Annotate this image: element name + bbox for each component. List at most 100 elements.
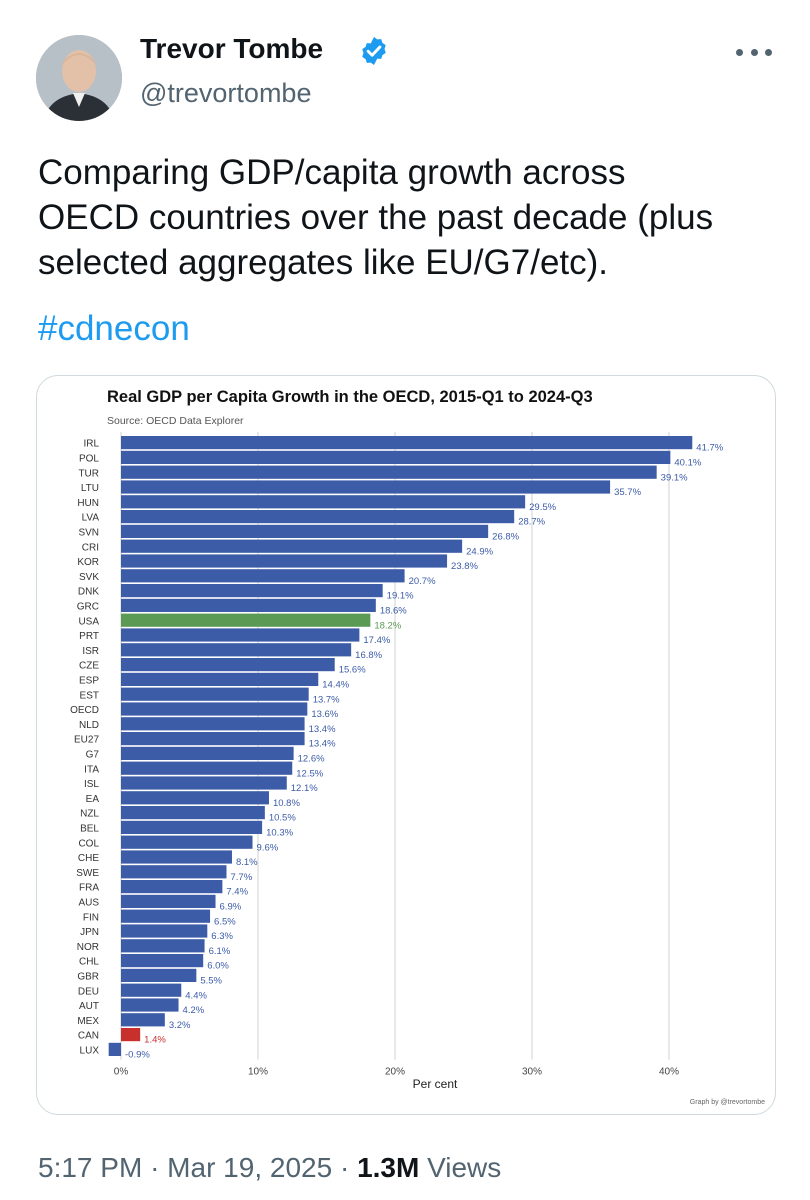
value-label: 6.5% [214,916,236,927]
tweet-text: Comparing GDP/capita growth across OECD … [38,153,714,282]
value-label: 3.2% [169,1020,191,1031]
value-label: -0.9% [125,1050,150,1061]
bar-esp [121,672,319,686]
value-label: 23.8% [451,561,478,572]
chart-subtitle: Source: OECD Data Explorer [107,415,244,427]
category-label: DEU [78,986,99,997]
value-label: 6.9% [220,902,242,913]
avatar-photo [36,35,122,121]
bar-cze [121,658,335,672]
bar-ltu [121,480,611,494]
value-label: 20.7% [409,576,436,587]
value-label: 39.1% [661,472,688,483]
category-label: JPN [80,927,99,938]
chart-image[interactable]: Real GDP per Capita Growth in the OECD, … [36,375,776,1115]
category-label: ITA [84,764,99,775]
bar-dnk [121,584,383,598]
value-label: 8.1% [236,857,258,868]
bar-che [121,850,232,864]
bar-ita [121,761,293,775]
bar-oecd [121,702,308,716]
category-label: USA [78,616,99,627]
value-label: 13.4% [309,739,336,750]
value-label: 6.3% [211,931,233,942]
bar-swe [121,865,227,879]
category-label: LUX [80,1046,100,1057]
category-label: ESP [79,676,99,687]
value-label: 4.4% [185,990,207,1001]
category-label: GRC [77,602,99,613]
category-label: OECD [70,705,99,716]
x-tick-label: 40% [659,1067,679,1078]
category-label: NLD [79,720,99,731]
chart-credit: Graph by @trevortombe [690,1099,765,1106]
value-label: 24.9% [466,546,493,557]
author-handle[interactable]: @trevortombe [140,78,312,108]
bar-lva [121,510,515,524]
verified-badge-icon [362,37,386,65]
bar-deu [121,983,182,997]
bar-chl [121,954,204,968]
category-label: SVN [78,528,99,539]
avatar[interactable] [36,35,122,121]
value-label: 13.4% [309,724,336,735]
category-label: DNK [78,587,99,598]
bar-grc [121,598,376,612]
bar-svn [121,524,489,538]
category-label: HUN [77,498,99,509]
bar-isr [121,643,352,657]
bar-kor [121,554,448,568]
bar-fin [121,909,211,923]
more-options-icon[interactable] [736,42,772,62]
category-label: EST [80,690,99,701]
value-label: 10.8% [273,798,300,809]
tweet-timestamp[interactable]: 5:17 PM · Mar 19, 2025 · 1.3M Views [38,1152,501,1184]
bar-nor [121,939,205,953]
author-name[interactable]: Trevor Tombe [140,33,324,64]
value-label: 6.0% [207,961,229,972]
bar-mex [121,1013,165,1027]
bar-fra [121,880,223,894]
value-label: 40.1% [674,458,701,469]
x-tick-label: 30% [522,1067,542,1078]
category-label: CZE [79,661,99,672]
bar-cri [121,539,463,553]
value-label: 1.4% [144,1035,166,1046]
value-label: 7.7% [230,872,252,883]
value-label: 29.5% [529,502,556,513]
category-label: FIN [83,912,99,923]
bar-bel [121,820,263,834]
hashtag-link[interactable]: #cdnecon [38,309,190,348]
value-label: 28.7% [518,517,545,528]
value-label: 18.2% [374,620,401,631]
value-label: 18.6% [380,606,407,617]
value-label: 9.6% [257,842,279,853]
value-label: 10.5% [269,813,296,824]
bar-aus [121,894,216,908]
category-label: SWE [76,868,99,879]
category-label: SVK [79,572,99,583]
views-label: Views [427,1152,502,1183]
bar-col [121,835,253,849]
bar-aut [121,998,179,1012]
category-label: BEL [80,824,99,835]
category-label: CRI [82,542,99,553]
value-label: 41.7% [696,443,723,454]
category-label: KOR [77,557,99,568]
bar-tur [121,465,657,479]
value-label: 15.6% [339,665,366,676]
value-label: 6.1% [209,946,231,957]
bar-est [121,687,309,701]
category-label: EU27 [74,735,99,746]
bar-jpn [121,924,208,938]
value-label: 16.8% [355,650,382,661]
value-label: 7.4% [226,887,248,898]
value-label: 4.2% [183,1005,205,1016]
x-tick-label: 10% [248,1067,268,1078]
separator: · [150,1152,160,1183]
value-label: 19.1% [387,591,414,602]
bar-eu27 [121,732,305,746]
category-label: G7 [86,750,100,761]
value-label: 13.7% [313,694,340,705]
category-label: LTU [81,483,99,494]
